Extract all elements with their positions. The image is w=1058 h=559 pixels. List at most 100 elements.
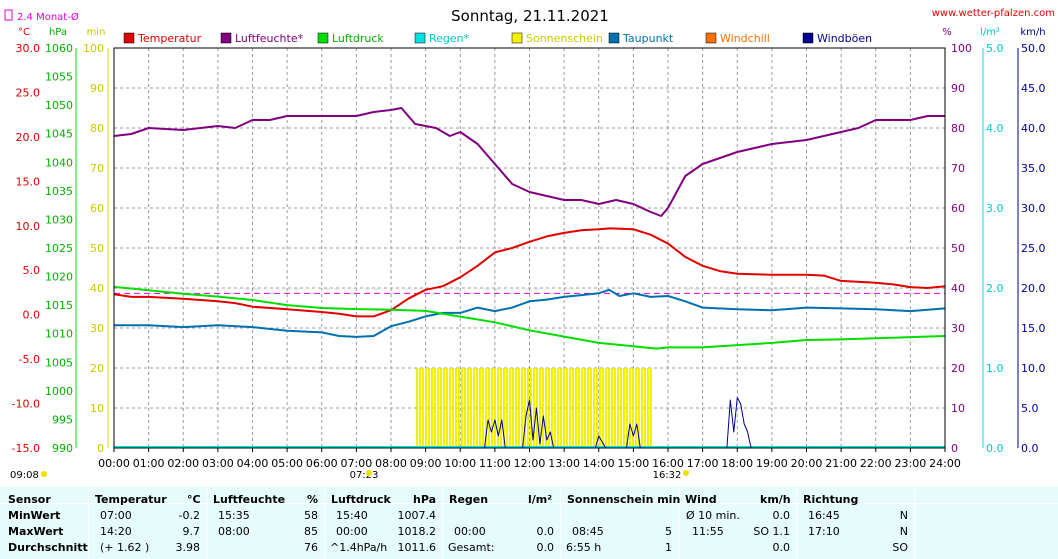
- stats-wind-min-value: 0.0: [772, 509, 791, 522]
- stats-dir-avg-value: SO: [892, 541, 908, 554]
- pressure-tick-label: 1005: [45, 356, 73, 369]
- x-tick-label: 23:00: [895, 457, 927, 470]
- sunshine-bar: [562, 368, 565, 448]
- stats-header-press-unit: hPa: [413, 493, 437, 506]
- sunshine-bar: [436, 368, 439, 448]
- site-link[interactable]: www.wetter-pfalzen.com: [932, 8, 1055, 19]
- humidity-tick-label: 50: [951, 242, 965, 255]
- sunshine-bar: [631, 368, 634, 448]
- sunshine-bar: [442, 368, 445, 448]
- sunshine-bar: [604, 368, 607, 448]
- temp-tick-label: -5.0: [19, 353, 40, 366]
- sunshine-bars: [415, 368, 652, 448]
- stats-temp-max-value: 9.7: [182, 525, 201, 538]
- humidity-tick-label: 100: [951, 42, 972, 55]
- x-tick-label: 08:00: [375, 457, 407, 470]
- wind-axis-unit: km/h: [1020, 27, 1045, 38]
- stats-row-label-min: MinWert: [8, 509, 61, 522]
- pressure-tick-label: 1045: [45, 128, 73, 141]
- stats-row-label-avg: Durchschnitt: [8, 541, 88, 554]
- wind-tick-label: 30.0: [1021, 202, 1046, 215]
- update-sun-icon: [41, 471, 47, 477]
- sunshine-bar: [577, 368, 580, 448]
- stats-press-max-time: 00:00: [336, 525, 368, 538]
- sunshine-bar: [433, 368, 436, 448]
- sunshine-bar: [574, 368, 577, 448]
- sunshine-bar: [607, 368, 610, 448]
- temp-tick-label: -15.0: [12, 442, 40, 455]
- chart-legend: Temperatur Luftfeuchte* Luftdruck Regen* Son…: [123, 32, 872, 45]
- stats-header-press: Luftdruck: [331, 493, 391, 506]
- sunshine-bar: [439, 368, 442, 448]
- stats-sun-max-value: 5: [665, 525, 672, 538]
- temp-tick-label: 10.0: [16, 220, 41, 233]
- legend-swatch-wind-gusts: [802, 32, 814, 44]
- sunset-label: 16:32: [653, 470, 682, 481]
- legend-label-dewpoint: Taupunkt: [622, 32, 674, 45]
- sunshine-bar: [514, 368, 517, 448]
- humidity-axis-unit: %: [942, 27, 952, 38]
- stats-dir-min-time: 16:45: [808, 509, 840, 522]
- minutes-tick-label: 90: [90, 82, 104, 95]
- avg-legend-marker: [4, 9, 13, 21]
- sunset-icon: [683, 470, 689, 476]
- sunshine-bar: [469, 368, 472, 448]
- sunshine-bar: [538, 368, 541, 448]
- weather-chart: Sonntag, 21.11.2021 www.wetter-pfalzen.c…: [4, 7, 1055, 481]
- sunshine-bar: [481, 368, 484, 448]
- stats-press-trend: ^1.4hPa/h: [330, 541, 388, 554]
- sunshine-bar: [472, 368, 475, 448]
- pressure-axis-unit: hPa: [49, 27, 67, 38]
- sunshine-bar: [523, 368, 526, 448]
- wind-tick-label: 15.0: [1021, 322, 1046, 335]
- x-tick-label: 10:00: [444, 457, 476, 470]
- stats-rain-total-label: Gesamt:: [448, 541, 495, 554]
- sunrise-icon: [366, 470, 372, 476]
- sunshine-bar: [418, 368, 421, 448]
- stats-rain-max-time: 00:00: [454, 525, 486, 538]
- legend-swatch-rain: [414, 32, 426, 44]
- stats-dir-min-value: N: [899, 509, 908, 522]
- stats-rain-total-value: 0.0: [536, 541, 555, 554]
- sunshine-bar: [550, 368, 553, 448]
- stats-divider: [914, 487, 915, 559]
- stats-hum-max-time: 08:00: [218, 525, 250, 538]
- legend-label-humidity: Luftfeuchte*: [235, 32, 304, 45]
- update-time: 09:08: [10, 470, 39, 481]
- stats-wind-max-value: SO 1.1: [753, 525, 790, 538]
- pressure-tick-label: 1030: [45, 213, 73, 226]
- sunshine-bar: [646, 368, 649, 448]
- minutes-tick-label: 10: [90, 402, 104, 415]
- x-tick-label: 01:00: [133, 457, 165, 470]
- stats-divider: [88, 487, 89, 559]
- rain-tick-label: 1.0: [986, 362, 1004, 375]
- wind-tick-label: 0.0: [1021, 442, 1039, 455]
- stats-hum-min-value: 58: [304, 509, 318, 522]
- sunshine-bar: [583, 368, 586, 448]
- stats-header-divider: [0, 503, 1058, 504]
- legend-label-wind-gusts: Windböen: [817, 32, 872, 45]
- stats-hum-max-value: 85: [304, 525, 318, 538]
- pressure-tick-label: 1000: [45, 385, 73, 398]
- x-tick-label: 19:00: [756, 457, 788, 470]
- sunshine-bar: [430, 368, 433, 448]
- sunshine-bar: [496, 368, 499, 448]
- sunshine-bar: [424, 368, 427, 448]
- stats-temp-min-value: -0.2: [178, 509, 200, 522]
- sunshine-bar: [640, 368, 643, 448]
- chart-grid: [114, 48, 945, 448]
- stats-sun-total-hours: 6:55 h: [566, 541, 602, 554]
- stats-wind-max-time: 11:55: [692, 525, 724, 538]
- x-tick-label: 20:00: [791, 457, 823, 470]
- humidity-tick-label: 10: [951, 402, 965, 415]
- stats-press-min-value: 1007.4: [397, 509, 437, 522]
- sunshine-bar: [634, 368, 637, 448]
- sunshine-bar: [463, 368, 466, 448]
- sunshine-bar: [475, 368, 478, 448]
- stats-hum-avg-value: 76: [304, 541, 318, 554]
- x-tick-label: 02:00: [167, 457, 199, 470]
- stats-header-wind: Wind: [685, 493, 717, 506]
- stats-divider: [560, 487, 561, 559]
- pressure-tick-label: 1025: [45, 242, 73, 255]
- humidity-tick-label: 0: [951, 442, 958, 455]
